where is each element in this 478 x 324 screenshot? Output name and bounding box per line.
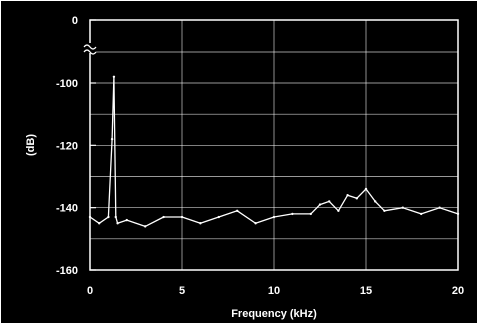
data-point [420, 212, 423, 216]
grid [89, 20, 459, 271]
axis-break-gap [84, 43, 96, 53]
data-point [401, 206, 404, 209]
data-point [110, 137, 114, 141]
data-point [456, 212, 460, 216]
data-point [114, 215, 117, 219]
data-point [107, 215, 110, 219]
data-point [337, 209, 340, 212]
x-tick-labels: 0 5 10 15 20 [87, 285, 464, 297]
y-tick-label: 0 [72, 15, 78, 27]
axis-break-wave-top [83, 44, 97, 50]
data-point [309, 212, 312, 216]
x-tick-label: 5 [179, 285, 185, 297]
data-point [346, 194, 349, 197]
axis-break-wave-bottom [83, 49, 97, 55]
y-tick-label: -140 [56, 203, 78, 215]
x-tick-label: 15 [360, 285, 372, 297]
x-axis-title: Frequency (kHz) [231, 308, 317, 320]
y-tick-label: -100 [56, 78, 78, 90]
data-point [383, 209, 386, 212]
data-point [112, 75, 116, 78]
data-point [364, 187, 368, 191]
data-point [318, 203, 322, 206]
data-point [162, 215, 165, 219]
data-point [291, 212, 294, 216]
data-point [374, 200, 377, 203]
data-point [355, 197, 358, 200]
data-point [272, 215, 276, 219]
y-tick-label: -160 [56, 265, 78, 277]
data-point [88, 215, 92, 219]
x-tick-label: 10 [268, 285, 280, 297]
data-point [98, 222, 101, 225]
data-point [180, 215, 184, 219]
data-point [116, 222, 119, 225]
data-point [199, 222, 202, 225]
y-axis-title: (dB) [25, 134, 37, 156]
x-tick-label: 20 [452, 285, 464, 297]
y-tick-label: -120 [56, 140, 78, 152]
series-group [88, 75, 460, 228]
y-tick-labels: 0 -100 -120 -140 -160 [56, 15, 96, 277]
data-point [125, 218, 128, 222]
x-tick-label: 0 [87, 285, 93, 297]
data-point [438, 206, 441, 209]
data-point [236, 209, 239, 212]
data-point [254, 222, 257, 225]
series-line [89, 76, 459, 228]
axis-break-mark [83, 43, 97, 55]
data-point [217, 215, 220, 219]
data-point [144, 225, 147, 228]
data-point [328, 200, 331, 203]
